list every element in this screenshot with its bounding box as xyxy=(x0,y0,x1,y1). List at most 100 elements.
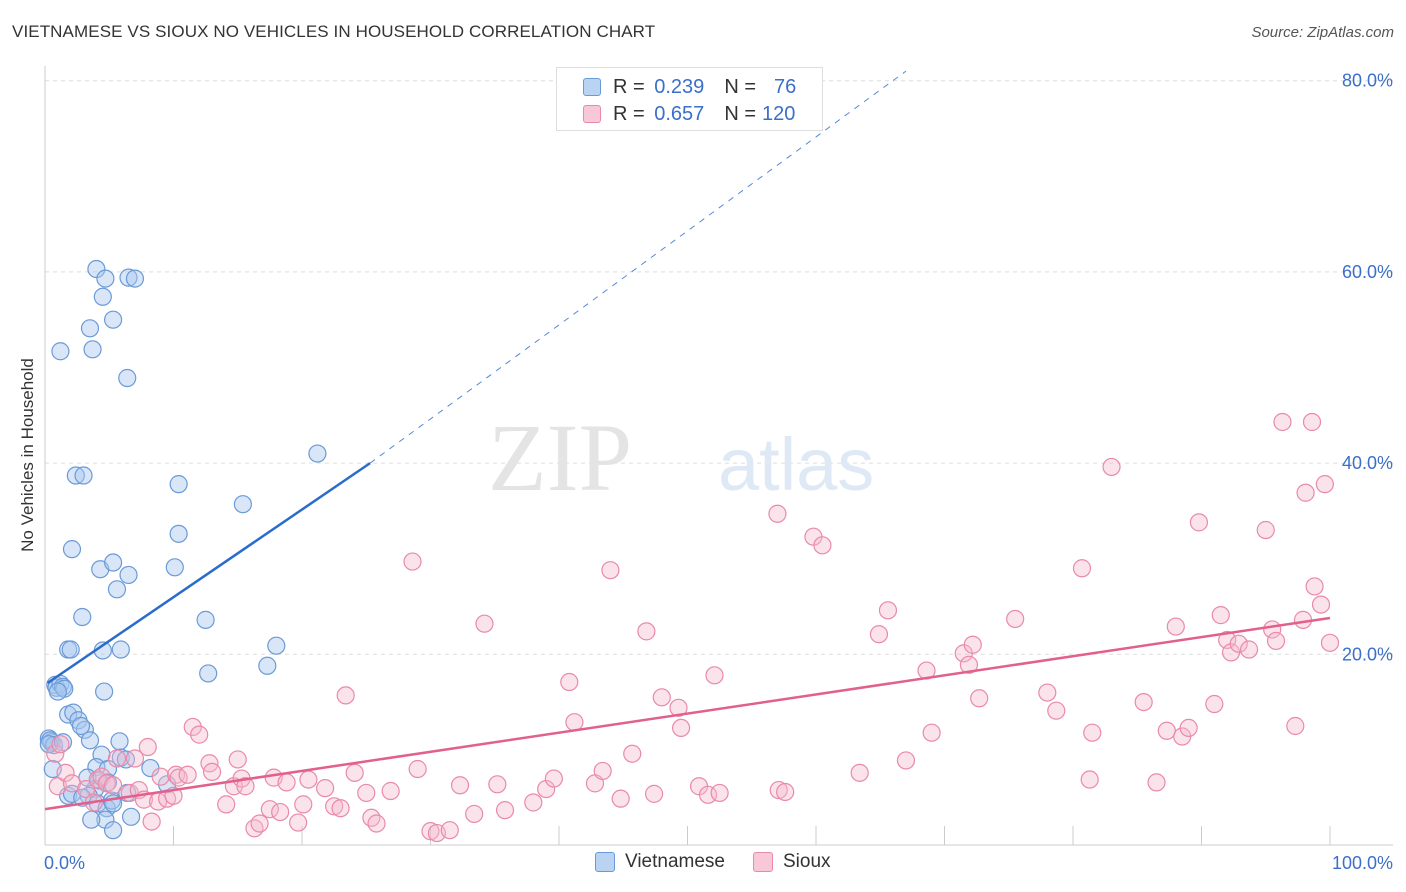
sioux-point xyxy=(421,822,440,841)
vietnamese-point xyxy=(125,269,145,288)
n-label: N = xyxy=(724,102,756,125)
sioux-point xyxy=(1239,640,1259,659)
sioux-point xyxy=(1286,716,1305,736)
sioux-point xyxy=(440,821,459,840)
sioux-point xyxy=(669,698,688,717)
sioux-point xyxy=(475,614,494,633)
sioux-point xyxy=(277,773,296,792)
sioux-point xyxy=(1211,606,1230,625)
legend-item-vietnamese[interactable]: Vietnamese xyxy=(595,851,725,873)
sioux-point xyxy=(671,718,691,738)
vietnamese-point xyxy=(121,807,141,826)
trend-lines xyxy=(44,70,1331,811)
watermark-atlas: atlas xyxy=(718,423,874,506)
sioux-point xyxy=(138,737,157,757)
sioux-point xyxy=(623,744,642,763)
vietnamese-point xyxy=(71,716,91,736)
vietnamese-point xyxy=(165,558,184,577)
vietnamese-point xyxy=(233,495,252,514)
vietnamese-point xyxy=(118,368,137,388)
vietnamese-point xyxy=(74,466,93,485)
legend-label: Vietnamese xyxy=(625,851,725,872)
r-label: R = xyxy=(613,102,645,125)
sioux-point xyxy=(959,655,979,674)
sioux-point xyxy=(1157,721,1176,740)
sioux-swatch xyxy=(583,105,601,123)
sioux-point xyxy=(178,765,197,784)
vietnamese-point xyxy=(308,444,327,463)
r-value: 0.239 xyxy=(654,75,705,98)
sioux-point xyxy=(190,725,209,744)
vietnamese-point xyxy=(80,319,100,338)
vietnamese-point xyxy=(66,466,85,485)
n-value: 76 xyxy=(774,75,797,98)
vietnamese-point xyxy=(104,821,123,840)
sioux-point xyxy=(1256,520,1275,540)
r-label: R = xyxy=(613,75,645,98)
sioux-point xyxy=(1189,513,1209,532)
y-tick-label: 60.0% xyxy=(1342,262,1393,282)
sioux-point xyxy=(236,777,255,796)
y-tick-label: 20.0% xyxy=(1342,644,1393,664)
sioux-point xyxy=(408,759,427,779)
vietnamese-point xyxy=(96,269,115,288)
sioux-point xyxy=(48,777,67,796)
legend-row-vietnamese: R = 0.239 N = 76 xyxy=(583,73,796,101)
sioux-point xyxy=(896,751,916,770)
grid-lines xyxy=(45,80,1393,655)
legend-label: Sioux xyxy=(783,851,831,872)
sioux-point xyxy=(611,789,630,808)
vietnamese-point xyxy=(104,553,123,572)
watermark: ZIP atlas xyxy=(488,404,874,511)
sioux-point xyxy=(362,808,381,827)
sioux-point xyxy=(1311,595,1331,614)
sioux-point xyxy=(1047,701,1066,720)
sioux-point xyxy=(1305,577,1324,596)
vietnamese-point xyxy=(169,475,188,494)
sioux-point xyxy=(776,782,795,802)
sioux-point xyxy=(217,795,236,814)
sioux-point xyxy=(271,802,290,822)
vietnamese-trend-line xyxy=(46,462,371,685)
vietnamese-point xyxy=(80,731,100,750)
sioux-point xyxy=(878,601,898,620)
sioux-point xyxy=(698,785,718,804)
sioux-point xyxy=(593,761,612,781)
vietnamese-point xyxy=(110,732,129,751)
sioux-point xyxy=(56,763,75,782)
y-tick-label: 80.0% xyxy=(1342,71,1393,91)
sioux-point xyxy=(637,622,656,641)
legend-item-sioux[interactable]: Sioux xyxy=(753,851,831,873)
sioux-point xyxy=(1205,694,1224,714)
sioux-point xyxy=(294,795,313,814)
sioux-point xyxy=(560,672,579,692)
sioux-point xyxy=(228,750,247,769)
sioux-point xyxy=(644,784,664,803)
vietnamese-point xyxy=(169,524,188,543)
vietnamese-point xyxy=(83,340,102,359)
sioux-point xyxy=(357,783,376,803)
sioux-point xyxy=(1296,483,1315,502)
source-label: Source: ZipAtlas.com xyxy=(1251,24,1394,41)
sioux-point xyxy=(260,800,279,819)
vietnamese-point xyxy=(258,656,277,675)
vietnamese-point xyxy=(61,640,80,659)
sioux-point xyxy=(970,689,989,708)
sioux-point xyxy=(1006,609,1025,629)
sioux-point xyxy=(367,814,386,833)
sioux-point xyxy=(1166,617,1185,636)
sioux-point xyxy=(1134,692,1153,712)
x-tick-label: 100.0% xyxy=(1332,853,1393,873)
vietnamese-point xyxy=(62,540,82,559)
sioux-point xyxy=(565,713,584,732)
sioux-point xyxy=(1147,773,1166,792)
sioux-point xyxy=(1266,631,1286,651)
sioux-point xyxy=(202,762,222,781)
sioux-point xyxy=(1083,723,1102,742)
sioux-point xyxy=(869,625,889,644)
sioux-point xyxy=(922,723,941,742)
sioux-point xyxy=(652,688,671,707)
sioux-point xyxy=(1315,475,1334,494)
sioux-point xyxy=(125,749,145,768)
